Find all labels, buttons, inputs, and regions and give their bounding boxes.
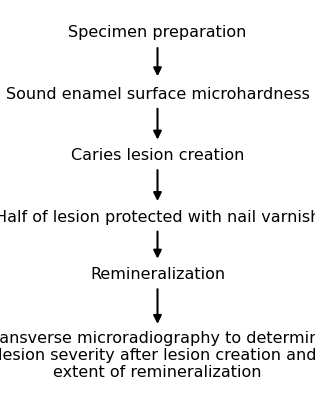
Text: Specimen preparation: Specimen preparation [68,26,247,40]
Text: Half of lesion protected with nail varnish: Half of lesion protected with nail varni… [0,210,315,225]
Text: Remineralization: Remineralization [90,267,225,282]
Text: Sound enamel surface microhardness: Sound enamel surface microhardness [6,87,309,102]
Text: Caries lesion creation: Caries lesion creation [71,148,244,163]
Text: Transverse microradiography to determine
lesion severity after lesion creation a: Transverse microradiography to determine… [0,331,315,380]
